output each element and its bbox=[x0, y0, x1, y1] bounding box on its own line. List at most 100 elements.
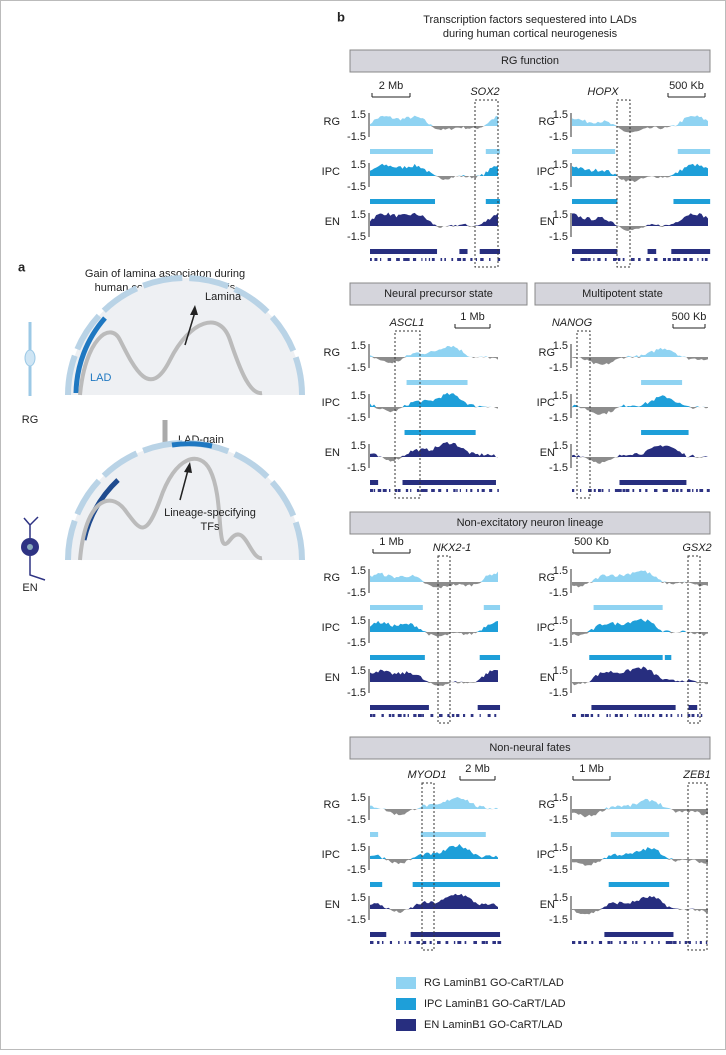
gene-mark bbox=[608, 489, 610, 492]
lad-bar bbox=[591, 705, 676, 710]
cell-label: EN bbox=[22, 582, 37, 594]
signal-positive bbox=[572, 666, 708, 682]
lad-bar bbox=[406, 380, 468, 385]
track-tick: 1.5 bbox=[351, 109, 366, 121]
signal-negative bbox=[370, 809, 498, 816]
signal-negative bbox=[572, 909, 708, 915]
gene-mark bbox=[377, 941, 380, 944]
gene-mark bbox=[406, 258, 410, 261]
gene-name: GSX2 bbox=[682, 542, 711, 554]
track-tick: 1.5 bbox=[553, 209, 568, 221]
gene-box bbox=[687, 555, 701, 724]
gene-mark bbox=[697, 258, 699, 261]
lad-bar bbox=[477, 705, 501, 710]
gene-mark bbox=[479, 714, 481, 717]
title-line: during human cortical neurogenesis bbox=[443, 28, 618, 40]
gene-mark bbox=[651, 941, 654, 944]
gene-mark bbox=[464, 941, 467, 944]
lad-bar bbox=[370, 480, 379, 485]
gene-mark bbox=[700, 714, 703, 717]
track-tick: 1.5 bbox=[351, 440, 366, 452]
gene-mark bbox=[388, 489, 391, 492]
signal-negative bbox=[370, 859, 498, 865]
gene-mark bbox=[481, 489, 485, 492]
gene-mark bbox=[389, 941, 393, 944]
scale-label: 2 Mb bbox=[379, 80, 403, 92]
title-line: Transcription factors sequestered into L… bbox=[423, 14, 637, 26]
gene-mark bbox=[462, 714, 466, 717]
lad-bar bbox=[459, 249, 468, 254]
lamina-label: Lamina bbox=[205, 291, 242, 303]
track-tick: 1.5 bbox=[351, 892, 366, 904]
gene-mark bbox=[377, 489, 382, 492]
gene-mark bbox=[675, 489, 679, 492]
tfs-label: TFs bbox=[201, 521, 220, 533]
signal-negative bbox=[572, 457, 708, 464]
lad-bar bbox=[485, 199, 501, 204]
legend-swatch bbox=[396, 1019, 416, 1031]
section-title: Non-excitatory neuron lineage bbox=[457, 517, 604, 529]
lad-bar bbox=[608, 882, 670, 887]
signal-positive bbox=[370, 441, 498, 457]
gene-mark bbox=[701, 258, 704, 261]
gene-mark bbox=[613, 258, 617, 261]
gene-mark bbox=[585, 714, 589, 717]
gene-mark bbox=[431, 258, 435, 261]
gene-mark bbox=[668, 941, 673, 944]
gene-mark bbox=[614, 489, 619, 492]
gene-mark bbox=[606, 714, 609, 717]
gene-mark bbox=[619, 714, 623, 717]
signal-positive bbox=[572, 445, 708, 457]
gene-mark bbox=[623, 941, 627, 944]
gene-mark bbox=[410, 489, 412, 492]
gene-mark bbox=[696, 489, 698, 492]
gene-mark bbox=[437, 941, 441, 944]
track-name: IPC bbox=[537, 397, 555, 409]
section-header bbox=[349, 49, 711, 73]
track-name: RG bbox=[324, 116, 341, 128]
gene-mark bbox=[396, 258, 400, 261]
gene-mark bbox=[439, 714, 443, 717]
signal-positive bbox=[370, 669, 498, 682]
gene-mark bbox=[480, 258, 484, 261]
gene-mark bbox=[706, 489, 710, 492]
gene-mark bbox=[451, 714, 455, 717]
track-tick: -1.5 bbox=[347, 687, 366, 699]
lad-bar bbox=[677, 149, 711, 154]
gene-mark bbox=[417, 714, 422, 717]
gene-mark bbox=[373, 489, 376, 492]
gene-mark bbox=[445, 941, 449, 944]
gene-mark bbox=[420, 489, 425, 492]
gene-mark bbox=[689, 258, 693, 261]
gene-name: NANOG bbox=[552, 317, 593, 329]
track-tick: -1.5 bbox=[347, 864, 366, 876]
gene-mark bbox=[580, 714, 585, 717]
lad-bar bbox=[572, 249, 618, 254]
gene-mark bbox=[622, 258, 625, 261]
gene-mark bbox=[632, 489, 635, 492]
nucleus-top bbox=[65, 275, 305, 396]
gene-mark bbox=[470, 258, 473, 261]
gene-mark bbox=[626, 714, 629, 717]
gene-mark bbox=[597, 714, 600, 717]
signal-positive bbox=[370, 345, 498, 357]
gene-mark bbox=[497, 258, 501, 261]
signal-positive bbox=[370, 163, 498, 176]
gene-mark bbox=[394, 489, 398, 492]
track-tick: 1.5 bbox=[553, 159, 568, 171]
track-name: EN bbox=[540, 216, 555, 228]
gene-mark bbox=[453, 941, 456, 944]
gene-name: HOPX bbox=[587, 86, 619, 98]
lad-bar bbox=[412, 882, 501, 887]
lad-bar bbox=[402, 480, 496, 485]
gene-mark bbox=[392, 714, 395, 717]
track-tick: 1.5 bbox=[351, 842, 366, 854]
gene-name: ZEB1 bbox=[682, 769, 711, 781]
gene-mark bbox=[695, 941, 697, 944]
section-title: Neural precursor state bbox=[384, 288, 493, 300]
gene-mark bbox=[667, 258, 671, 261]
gene-mark bbox=[404, 941, 406, 944]
signal-negative bbox=[572, 859, 708, 866]
signal-negative bbox=[572, 226, 708, 231]
track-tick: 1.5 bbox=[351, 665, 366, 677]
